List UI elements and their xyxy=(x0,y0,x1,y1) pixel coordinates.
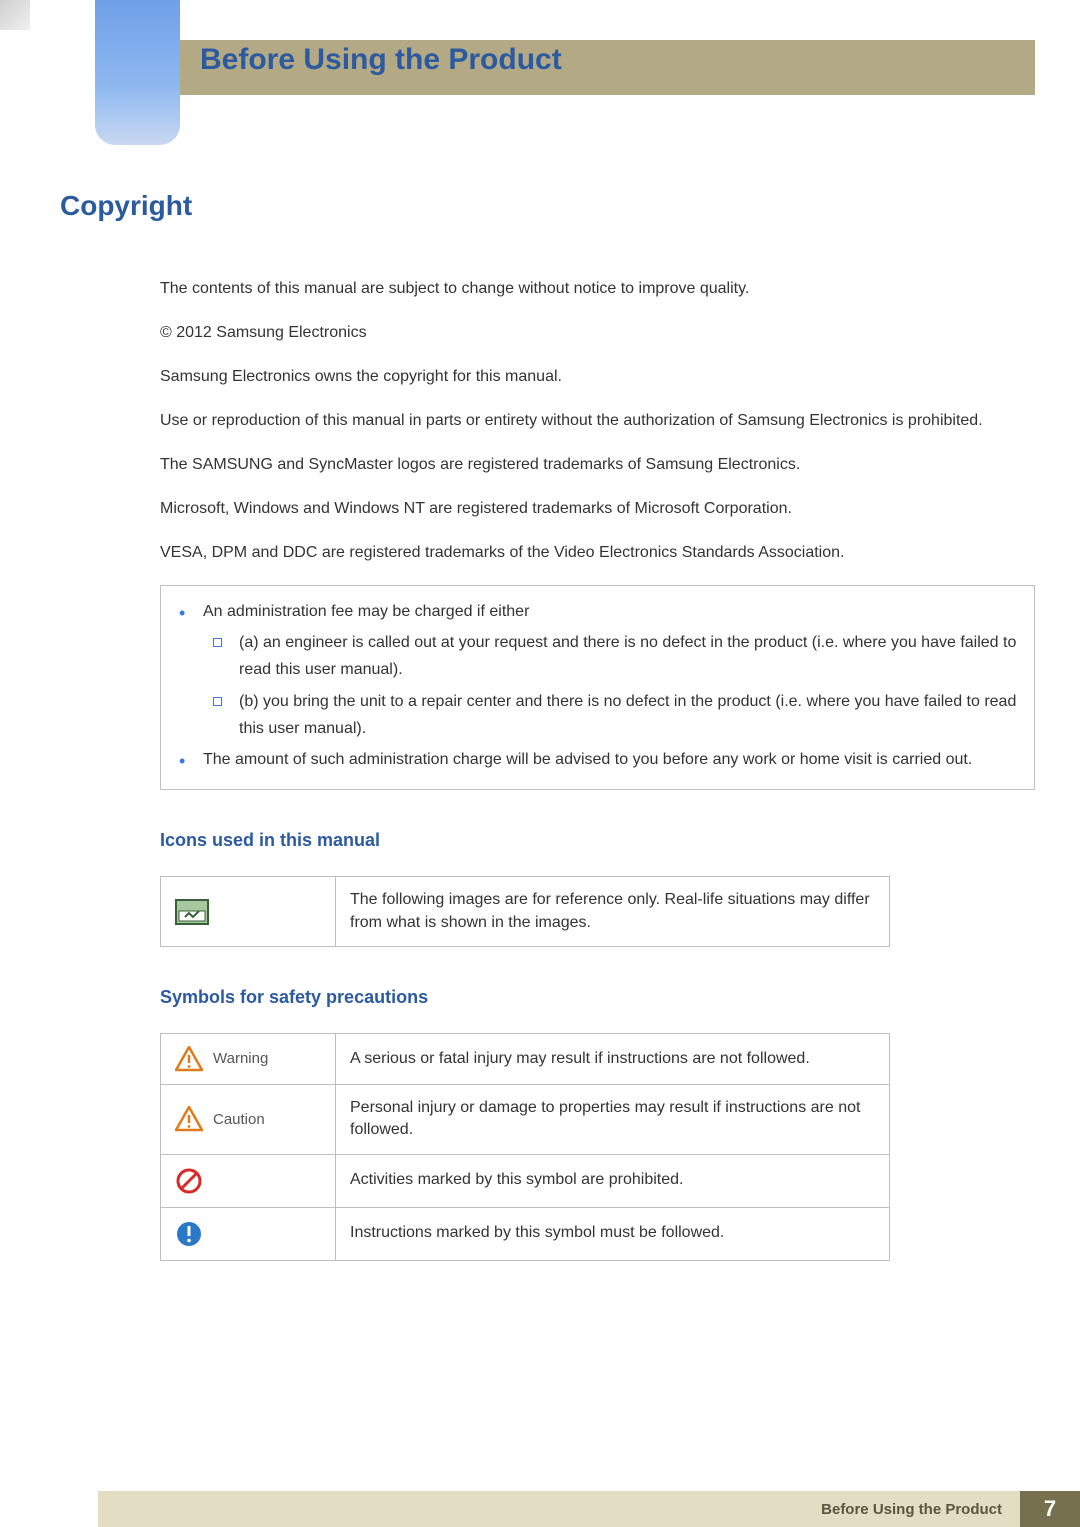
icon-desc: The following images are for reference o… xyxy=(336,877,890,947)
icon-label: Warning xyxy=(213,1048,268,1069)
content-area: Copyright The contents of this manual ar… xyxy=(60,190,1035,1301)
section-heading: Copyright xyxy=(60,190,1035,222)
paragraph: The SAMSUNG and SyncMaster logos are reg… xyxy=(160,453,1035,477)
icon-cell xyxy=(161,1154,336,1207)
icon-desc: Personal injury or damage to properties … xyxy=(336,1084,890,1154)
icon-cell: Caution xyxy=(161,1084,336,1154)
must-follow-icon xyxy=(175,1220,203,1248)
table-row: Activities marked by this symbol are pro… xyxy=(161,1154,890,1207)
icons-table: The following images are for reference o… xyxy=(160,876,890,947)
footer-chapter: Before Using the Product xyxy=(821,1501,1002,1518)
icon-desc: Activities marked by this symbol are pro… xyxy=(336,1154,890,1207)
paragraph: Use or reproduction of this manual in pa… xyxy=(160,409,1035,433)
paragraph: The contents of this manual are subject … xyxy=(160,277,1035,301)
icon-cell xyxy=(161,1207,336,1260)
note-item: An administration fee may be charged if … xyxy=(175,598,1020,742)
note-subitem: (a) an engineer is called out at your re… xyxy=(203,629,1020,683)
icon-desc: A serious or fatal injury may result if … xyxy=(336,1033,890,1084)
chapter-title: Before Using the Product xyxy=(200,43,562,77)
warning-icon xyxy=(175,1046,203,1072)
caution-icon xyxy=(175,1106,203,1132)
table-row: The following images are for reference o… xyxy=(161,877,890,947)
note-icon xyxy=(175,899,209,925)
footer: Before Using the Product 7 xyxy=(98,1491,1080,1527)
icons-heading: Icons used in this manual xyxy=(160,830,1035,851)
paragraph: © 2012 Samsung Electronics xyxy=(160,321,1035,345)
note-item: The amount of such administration charge… xyxy=(175,746,1020,773)
admin-fee-note: An administration fee may be charged if … xyxy=(160,585,1035,790)
symbols-table: Warning A serious or fatal injury may re… xyxy=(160,1033,890,1261)
table-row: Instructions marked by this symbol must … xyxy=(161,1207,890,1260)
copyright-paragraphs: The contents of this manual are subject … xyxy=(160,277,1035,565)
icon-cell: Warning xyxy=(161,1033,336,1084)
icon-label: Caution xyxy=(213,1109,265,1130)
paragraph: Samsung Electronics owns the copyright f… xyxy=(160,365,1035,389)
note-text: An administration fee may be charged if … xyxy=(203,603,529,620)
corner-decoration xyxy=(0,0,30,30)
icon-desc: Instructions marked by this symbol must … xyxy=(336,1207,890,1260)
paragraph: Microsoft, Windows and Windows NT are re… xyxy=(160,497,1035,521)
prohibit-icon xyxy=(175,1167,203,1195)
paragraph: VESA, DPM and DDC are registered tradema… xyxy=(160,541,1035,565)
symbols-heading: Symbols for safety precautions xyxy=(160,987,1035,1008)
note-subitem: (b) you bring the unit to a repair cente… xyxy=(203,688,1020,742)
table-row: Caution Personal injury or damage to pro… xyxy=(161,1084,890,1154)
page-number: 7 xyxy=(1020,1491,1080,1527)
note-text: The amount of such administration charge… xyxy=(203,751,972,768)
icon-cell xyxy=(161,877,336,947)
table-row: Warning A serious or fatal injury may re… xyxy=(161,1033,890,1084)
chapter-tab xyxy=(95,0,180,145)
